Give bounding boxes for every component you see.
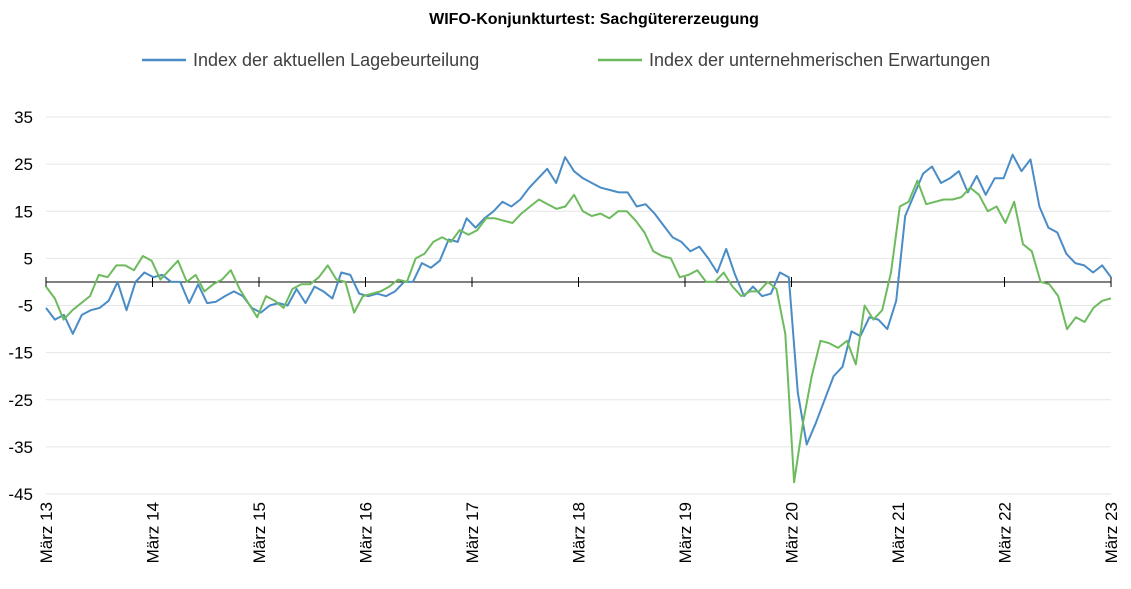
y-tick-label: 35 — [14, 108, 33, 127]
x-tick-label: März 14 — [144, 502, 163, 563]
gridlines — [46, 116, 1111, 495]
legend: Index der aktuellen Lagebeurteilung Inde… — [142, 50, 990, 70]
y-tick-label: -45 — [8, 485, 33, 504]
y-tick-label: -35 — [8, 438, 33, 457]
series-line-erwartungen — [45, 179, 1112, 484]
chart-title: WIFO-Konjunkturtest: Sachgütererzeugung — [429, 11, 759, 28]
x-axis: März 13 März 14 März 15 März 16 März 17 März … — [37, 276, 1121, 563]
y-tick-label: -15 — [8, 344, 33, 363]
x-tick-label: März 22 — [996, 502, 1015, 563]
legend-item-erwartungen: Index der unternehmerischen Erwartungen — [598, 50, 990, 70]
series-line-lage — [45, 153, 1112, 446]
y-tick-label: -5 — [18, 297, 33, 316]
legend-label-erwartungen: Index der unternehmerischen Erwartungen — [649, 50, 990, 70]
x-tick-label: März 23 — [1102, 502, 1121, 563]
y-tick-label: 25 — [14, 155, 33, 174]
x-tick-label: März 13 — [37, 502, 56, 563]
y-axis: 35 25 15 5 -5 -15 -25 -35 -45 — [8, 108, 33, 504]
x-tick-label: März 21 — [889, 502, 908, 563]
x-tick-label: März 20 — [783, 502, 802, 563]
x-tick-label: März 16 — [357, 502, 376, 563]
x-tick-label: März 17 — [463, 502, 482, 563]
x-tick-label: März 19 — [676, 502, 695, 563]
x-tick-label: März 15 — [250, 502, 269, 563]
y-tick-label: 5 — [24, 249, 33, 268]
legend-label-lage: Index der aktuellen Lagebeurteilung — [193, 50, 479, 70]
series-lines — [45, 153, 1112, 484]
y-tick-label: -25 — [8, 391, 33, 410]
x-tick-label: März 18 — [570, 502, 589, 563]
y-tick-label: 15 — [14, 202, 33, 221]
legend-item-lage: Index der aktuellen Lagebeurteilung — [142, 50, 479, 70]
